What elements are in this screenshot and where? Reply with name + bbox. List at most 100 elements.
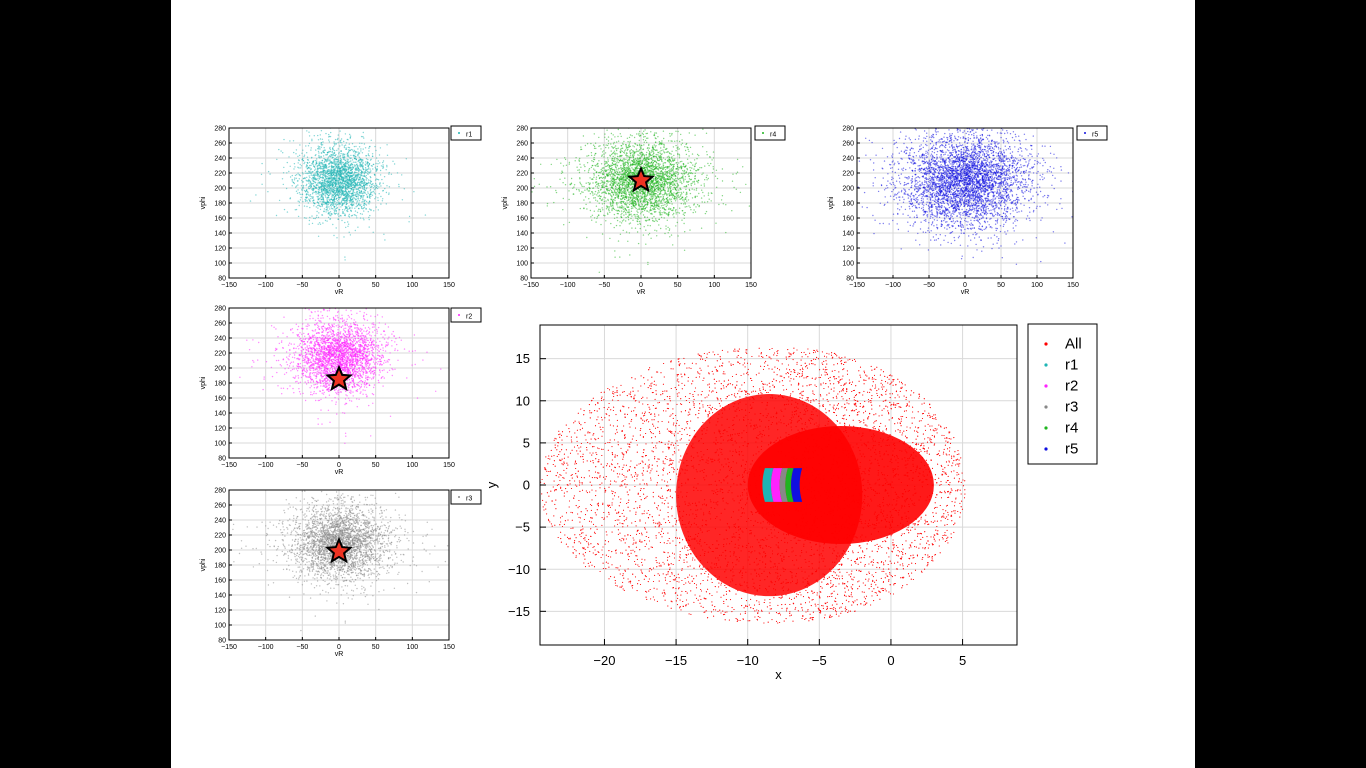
data-point	[655, 153, 657, 156]
data-point	[353, 197, 355, 199]
data-point	[330, 202, 333, 204]
data-point	[598, 271, 600, 273]
data-point	[665, 178, 667, 180]
data-point	[581, 191, 583, 193]
data-point	[599, 197, 601, 200]
data-point	[688, 175, 690, 177]
data-point	[579, 163, 581, 165]
data-point	[608, 208, 610, 211]
data-point	[714, 175, 717, 177]
y-tick-label: 220	[214, 170, 226, 177]
data-point	[601, 207, 603, 209]
data-point	[654, 199, 656, 201]
data-point	[580, 166, 582, 168]
data-point	[684, 202, 686, 204]
data-point	[337, 134, 339, 136]
data-point	[342, 156, 344, 159]
data-point	[300, 196, 302, 199]
data-point	[337, 188, 339, 190]
data-point	[337, 185, 339, 187]
data-point	[365, 177, 367, 179]
data-point	[377, 160, 379, 162]
data-point	[319, 161, 322, 164]
data-point	[320, 176, 322, 179]
data-point	[313, 173, 315, 176]
data-point	[626, 180, 628, 183]
data-point	[348, 143, 350, 145]
data-point	[299, 193, 301, 195]
data-point	[617, 197, 620, 199]
data-point	[631, 173, 634, 175]
data-point	[382, 167, 384, 169]
data-point	[311, 215, 313, 217]
data-point	[333, 149, 336, 152]
data-point	[354, 164, 356, 166]
data-point	[362, 131, 364, 134]
data-point	[294, 177, 296, 179]
data-point	[328, 206, 330, 208]
data-point	[306, 180, 308, 182]
data-point	[325, 161, 327, 163]
data-point	[309, 206, 311, 209]
data-point	[333, 234, 335, 237]
data-point	[367, 202, 369, 204]
data-point	[712, 157, 715, 159]
data-point	[335, 154, 337, 156]
data-point	[343, 153, 345, 156]
data-point	[350, 181, 352, 184]
data-point	[312, 197, 314, 199]
data-point	[650, 149, 653, 151]
data-point	[593, 154, 596, 156]
data-point	[344, 259, 346, 261]
data-point	[344, 221, 346, 224]
data-point	[701, 173, 703, 176]
data-point	[350, 160, 352, 162]
data-point	[365, 169, 367, 171]
data-point	[349, 234, 352, 236]
data-point	[326, 169, 329, 171]
data-point	[674, 140, 676, 142]
data-point	[363, 194, 365, 197]
data-point	[612, 155, 614, 158]
data-point	[315, 149, 317, 151]
data-point	[356, 154, 359, 156]
data-point	[352, 191, 354, 193]
data-point	[637, 192, 639, 194]
data-point	[376, 185, 378, 188]
data-point	[334, 138, 337, 141]
data-point	[366, 170, 369, 173]
data-point	[359, 161, 362, 164]
data-point	[646, 164, 649, 167]
data-point	[568, 198, 570, 201]
data-point	[603, 153, 605, 155]
data-point	[355, 169, 357, 172]
chart-r4: −150 −100 −50 0 50 100 15080100120140160180200…	[502, 125, 786, 296]
data-point	[366, 161, 369, 163]
data-point	[302, 184, 305, 187]
data-point	[666, 204, 668, 206]
data-point	[633, 192, 636, 194]
data-point	[677, 130, 679, 133]
data-point	[309, 216, 311, 219]
data-point	[373, 173, 376, 176]
data-point	[336, 176, 338, 178]
data-point	[576, 166, 578, 168]
data-point	[605, 185, 608, 187]
x-tick-label: 50	[372, 282, 380, 289]
data-point	[677, 172, 680, 174]
data-point	[323, 147, 325, 149]
data-point	[307, 186, 310, 188]
data-point	[691, 153, 694, 155]
data-point	[642, 165, 644, 167]
data-point	[594, 190, 597, 193]
data-point	[326, 197, 328, 199]
data-point	[646, 132, 649, 135]
data-point	[645, 132, 647, 135]
data-point	[301, 152, 303, 154]
data-point	[308, 178, 310, 181]
data-point	[306, 200, 308, 202]
data-point	[344, 200, 346, 202]
data-point	[660, 193, 662, 195]
data-point	[638, 217, 640, 219]
data-point	[664, 185, 666, 187]
